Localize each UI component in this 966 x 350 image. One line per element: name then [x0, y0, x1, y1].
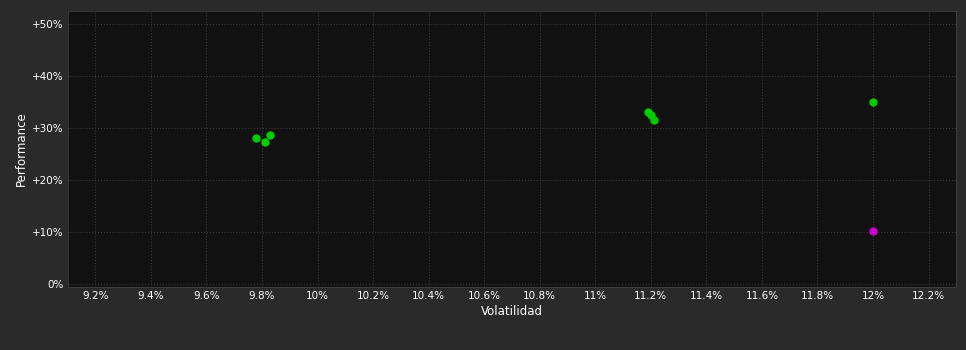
Point [263, 132, 278, 138]
Point [257, 139, 272, 145]
Point [866, 228, 881, 233]
Y-axis label: Performance: Performance [14, 111, 28, 186]
Point [646, 117, 662, 122]
Point [640, 110, 656, 115]
Point [248, 135, 264, 141]
X-axis label: Volatilidad: Volatilidad [481, 305, 543, 318]
Point [643, 113, 659, 118]
Point [866, 99, 881, 105]
